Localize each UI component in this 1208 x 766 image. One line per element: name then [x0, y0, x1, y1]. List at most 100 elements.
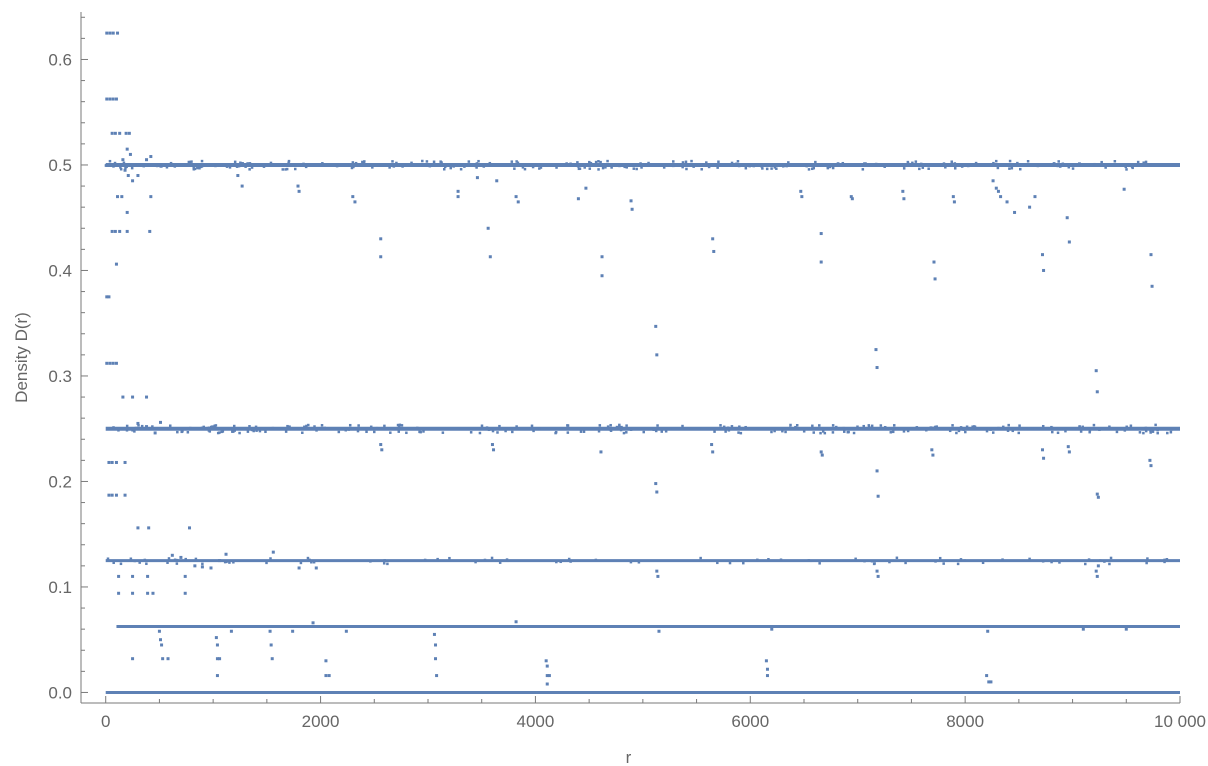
data-point [933, 277, 937, 281]
data-point [735, 164, 739, 167]
data-point [1050, 425, 1053, 429]
data-point [927, 167, 930, 170]
data-point [314, 566, 318, 570]
data-point [914, 160, 918, 163]
data-point [689, 427, 693, 431]
data-point [1095, 492, 1099, 496]
data-point [377, 164, 380, 167]
data-point [151, 425, 154, 428]
data-point [1095, 574, 1099, 578]
data-point [874, 348, 878, 352]
data-point [902, 430, 906, 433]
data-point [559, 560, 562, 564]
data-point [214, 164, 217, 168]
data-point [655, 353, 659, 357]
data-point [1169, 428, 1173, 431]
data-point [268, 629, 272, 633]
data-point [1001, 558, 1004, 561]
data-point [809, 559, 813, 563]
data-point [514, 620, 518, 624]
data-point [931, 453, 935, 457]
data-point [219, 163, 223, 167]
data-point [133, 430, 136, 433]
data-point [594, 558, 598, 562]
data-point [681, 427, 685, 430]
data-point [1087, 558, 1091, 561]
data-point [1084, 562, 1087, 566]
data-point [722, 425, 726, 429]
data-point [1115, 430, 1119, 434]
data-point [1033, 195, 1037, 199]
data-point [131, 395, 135, 399]
data-point [138, 561, 141, 564]
data-point [164, 427, 168, 431]
data-point [981, 561, 985, 565]
data-point [134, 426, 138, 430]
data-point [802, 430, 806, 433]
data-point [1041, 424, 1045, 428]
data-point [996, 189, 1000, 193]
data-point [201, 562, 204, 566]
data-point [395, 161, 398, 165]
data-point [836, 162, 840, 165]
y-tick-label: 0.6 [48, 50, 72, 69]
data-point [425, 160, 429, 163]
data-point [719, 424, 722, 427]
data-point [547, 674, 551, 678]
data-point [117, 574, 121, 578]
data-point [504, 429, 507, 433]
data-point [734, 162, 738, 166]
data-point [498, 424, 501, 428]
data-point [597, 429, 601, 433]
data-point [436, 557, 439, 561]
data-point [726, 426, 730, 430]
data-point [354, 161, 358, 165]
data-point [405, 164, 408, 167]
data-point [510, 160, 514, 163]
data-point [170, 553, 174, 557]
data-point [119, 562, 123, 566]
data-point [569, 162, 572, 166]
data-point [410, 161, 413, 165]
data-point [136, 163, 139, 166]
data-point [928, 427, 932, 431]
data-point [989, 680, 993, 684]
data-point [959, 558, 963, 561]
data-point [515, 160, 518, 163]
data-point [1057, 160, 1060, 163]
data-point [1050, 560, 1053, 564]
data-point [112, 426, 115, 429]
data-point [672, 160, 675, 163]
data-point [311, 621, 315, 625]
data-point [1010, 166, 1014, 170]
data-point [232, 430, 235, 433]
data-point [1017, 431, 1021, 435]
data-point [233, 160, 237, 164]
data-point [1156, 431, 1159, 435]
data-point [1019, 167, 1022, 171]
data-point [506, 559, 510, 563]
data-point [1079, 430, 1083, 433]
data-point [1165, 558, 1169, 561]
data-point [864, 162, 867, 165]
data-point [921, 166, 925, 169]
data-point [313, 425, 316, 428]
data-point [158, 420, 162, 424]
data-point [136, 526, 140, 530]
y-tick-label: 0.5 [48, 156, 72, 175]
data-point [193, 564, 197, 568]
data-point [582, 430, 586, 433]
data-point [1031, 427, 1034, 430]
data-point [873, 562, 876, 565]
data-point [401, 165, 404, 168]
data-point [584, 186, 588, 190]
data-point [818, 562, 821, 565]
data-point [269, 161, 273, 165]
data-point [536, 163, 540, 167]
data-point [161, 657, 165, 661]
data-point [944, 166, 947, 169]
data-point [104, 164, 108, 167]
data-point [934, 425, 937, 429]
data-point [538, 427, 541, 430]
data-point [819, 431, 822, 435]
